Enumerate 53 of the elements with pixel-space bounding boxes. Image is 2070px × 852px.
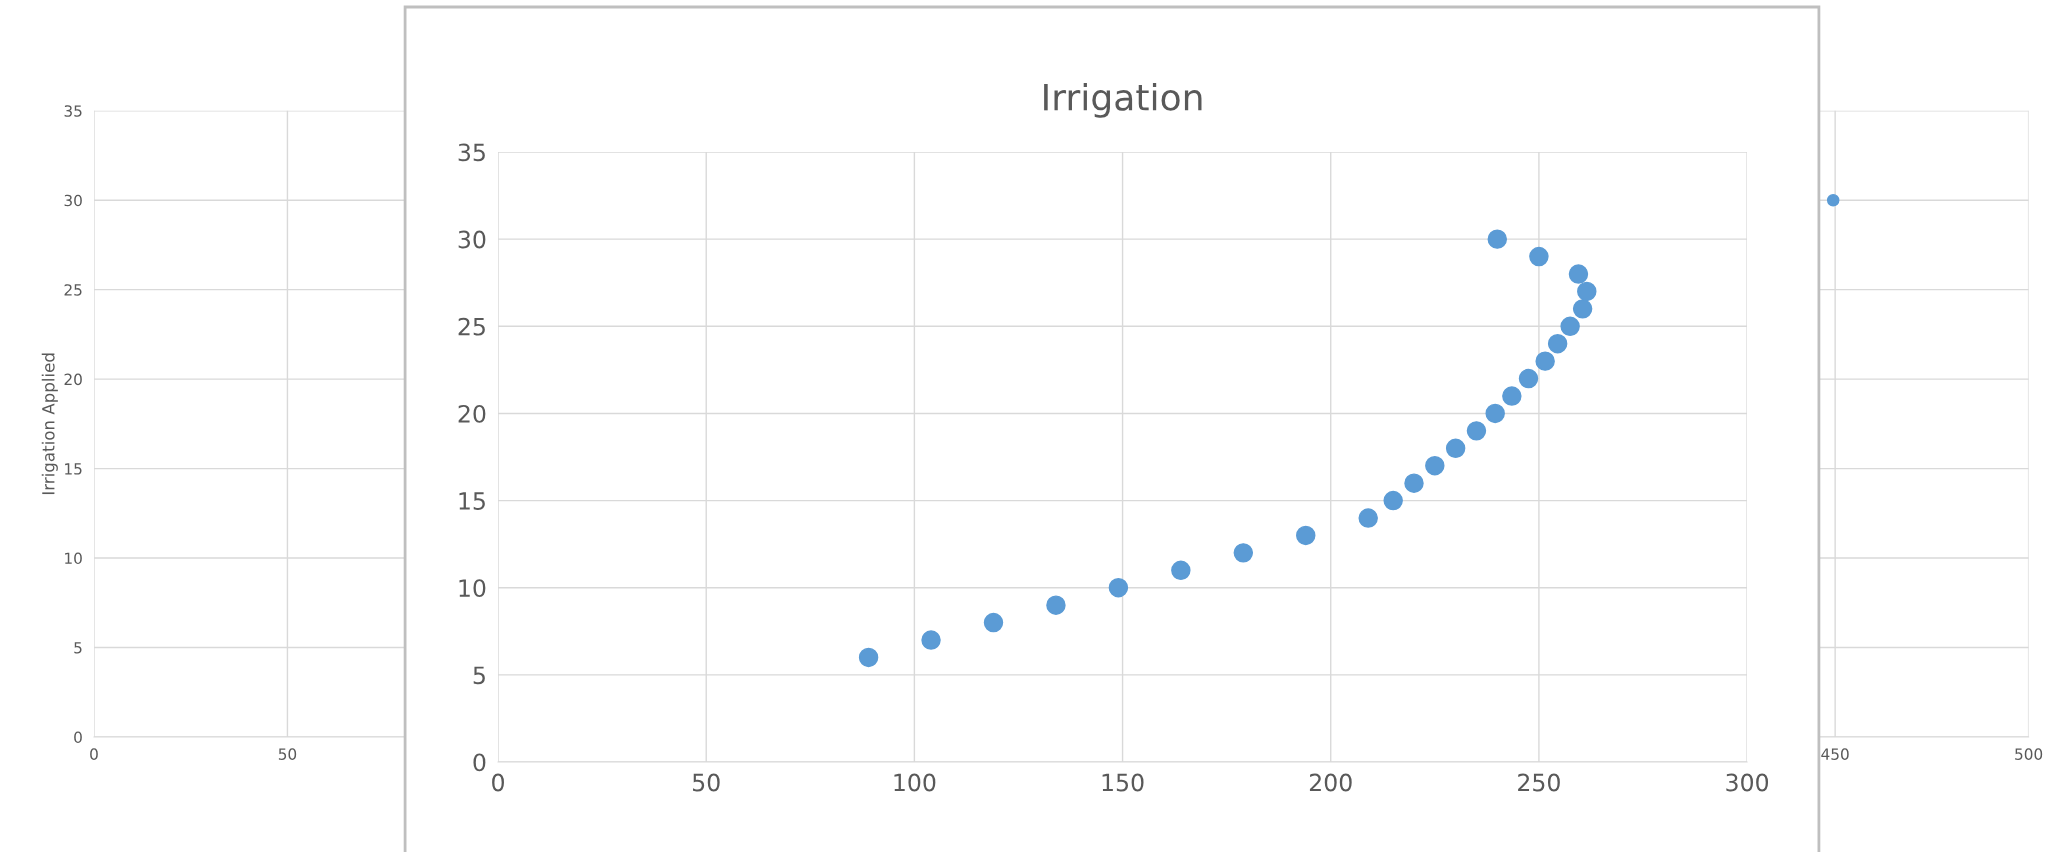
point (1466, 421, 1487, 441)
point (1547, 333, 1568, 354)
x-tick-label: 0 (492, 773, 504, 792)
y-axis-title: Irrigation Applied (41, 353, 58, 495)
point (1577, 281, 1597, 302)
point (1568, 264, 1589, 284)
point (1535, 351, 1555, 371)
y-tick-label: 25 (458, 317, 485, 336)
point (858, 647, 879, 668)
x-tick-label: 450 (1821, 748, 1849, 760)
y-tick-label: 35 (458, 143, 485, 162)
y-tick-label: 35 (64, 105, 82, 117)
x-tick-label: 500 (2015, 748, 2043, 760)
point (1046, 595, 1066, 615)
point (1445, 438, 1466, 459)
y-tick-label: 30 (458, 230, 486, 249)
y-tick-label: 15 (459, 492, 485, 510)
y-tick-label: 10 (65, 552, 82, 565)
point (1358, 508, 1378, 528)
point (1296, 525, 1316, 546)
x-tick-label: 100 (894, 773, 936, 792)
x-tick-label: 50 (278, 748, 297, 760)
point (1171, 560, 1191, 581)
y-tick-label: 20 (64, 373, 82, 386)
chart-title: Irrigation (1044, 82, 1202, 118)
x-tick-label: 250 (1518, 773, 1560, 792)
point (1404, 473, 1424, 493)
point (1233, 543, 1254, 563)
point (1485, 403, 1505, 424)
point (1487, 229, 1508, 249)
y-tick-label: 0 (74, 731, 82, 743)
point (1502, 386, 1522, 406)
y-tick-label: 10 (459, 579, 486, 598)
y-tick-label: 15 (65, 463, 82, 475)
x-tick-label: 300 (1726, 773, 1769, 792)
x-tick-label: 50 (693, 773, 720, 792)
point (983, 612, 1004, 633)
point (921, 630, 941, 650)
point (1572, 299, 1593, 319)
x-tick-label: 150 (1102, 773, 1144, 792)
point (1108, 578, 1129, 598)
point (1425, 456, 1445, 476)
y-tick-label: 5 (74, 642, 82, 654)
x-tick-label: 0 (90, 748, 98, 760)
point (1383, 490, 1403, 511)
y-tick-label: 5 (473, 666, 485, 685)
point (1560, 316, 1580, 337)
point (1518, 368, 1539, 389)
x-tick-label: 200 (1309, 773, 1352, 792)
y-tick-label: 30 (64, 194, 82, 207)
y-tick-label: 25 (64, 284, 82, 296)
point (1529, 246, 1549, 267)
y-tick-label: 20 (458, 404, 486, 423)
